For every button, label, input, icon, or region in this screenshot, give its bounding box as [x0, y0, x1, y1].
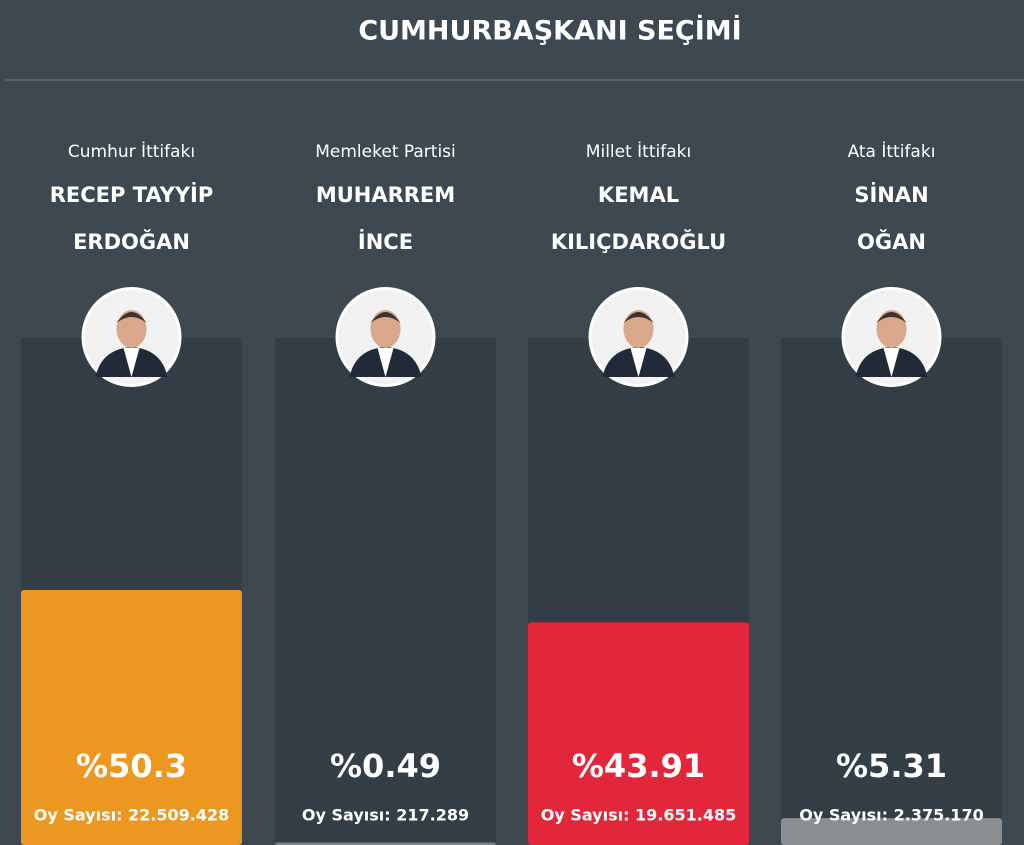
portrait-face [623, 310, 654, 348]
candidate-name: RECEP TAYYİP [50, 182, 214, 207]
portrait-shirt [883, 348, 900, 377]
candidate-name: SİNAN [854, 182, 928, 207]
value-label: %43.91 [572, 747, 705, 785]
portrait-face [116, 310, 147, 348]
vote-count: Oy Sayısı: 2.375.170 [799, 806, 983, 825]
bar [275, 842, 496, 845]
value-label: %5.31 [836, 747, 947, 785]
bar-track [275, 338, 496, 845]
candidate-name: ERDOĞAN [73, 229, 190, 254]
portrait-hair [623, 312, 654, 323]
alliance-label: Cumhur İttifakı [68, 141, 195, 162]
vote-count: Oy Sayısı: 217.289 [302, 806, 469, 825]
portrait-face [876, 310, 907, 348]
portrait-shirt [630, 348, 647, 377]
portrait-hair [116, 312, 147, 323]
candidate-name: KEMAL [598, 183, 679, 207]
alliance-label: Memleket Partisi [315, 142, 456, 162]
portrait-hair [876, 312, 907, 323]
candidate-name: KILIÇDAROĞLU [551, 229, 726, 254]
value-label: %0.49 [330, 747, 441, 785]
bar-track [781, 338, 1002, 845]
bar [528, 622, 749, 845]
value-label: %50.3 [76, 747, 187, 785]
vote-count: Oy Sayısı: 22.509.428 [34, 806, 230, 825]
bar [21, 589, 242, 845]
portrait-shirt [123, 348, 140, 377]
bar [781, 818, 1002, 845]
chart-title: CUMHURBAŞKANI SEÇİMİ [358, 15, 741, 47]
portrait-hair [370, 312, 401, 323]
vote-count: Oy Sayısı: 19.651.485 [541, 806, 737, 825]
alliance-label: Ata İttifakı [848, 141, 936, 162]
candidate-name: MUHARREM [316, 183, 455, 207]
candidate-name: İNCE [358, 229, 413, 254]
alliance-label: Millet İttifakı [586, 141, 691, 162]
portrait-shirt [377, 348, 394, 377]
portrait-face [370, 310, 401, 348]
candidate-name: OĞAN [857, 229, 926, 254]
